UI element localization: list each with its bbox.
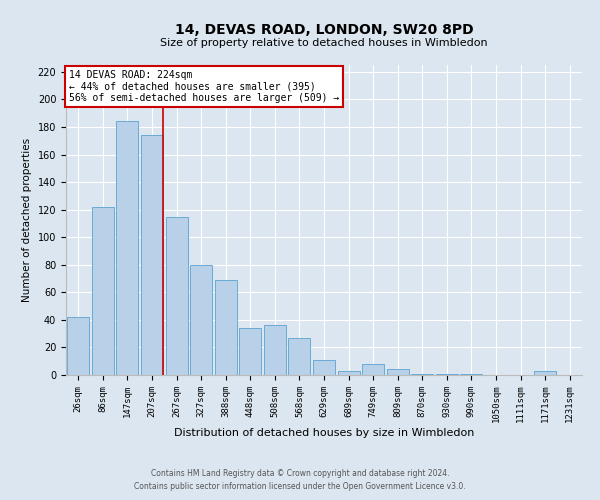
Bar [67, 317, 89, 375]
Bar [386, 370, 409, 375]
Bar [362, 364, 384, 375]
Text: Size of property relative to detached houses in Wimbledon: Size of property relative to detached ho… [160, 38, 488, 48]
Bar [190, 265, 212, 375]
Bar [460, 374, 482, 375]
Bar [411, 374, 433, 375]
Text: 14, DEVAS ROAD, LONDON, SW20 8PD: 14, DEVAS ROAD, LONDON, SW20 8PD [175, 22, 473, 36]
Bar [116, 122, 139, 375]
Bar [313, 360, 335, 375]
Text: 14 DEVAS ROAD: 224sqm
← 44% of detached houses are smaller (395)
56% of semi-det: 14 DEVAS ROAD: 224sqm ← 44% of detached … [68, 70, 339, 103]
Bar [264, 326, 286, 375]
Bar [166, 216, 188, 375]
Bar [534, 371, 556, 375]
Text: Contains public sector information licensed under the Open Government Licence v3: Contains public sector information licen… [134, 482, 466, 491]
X-axis label: Distribution of detached houses by size in Wimbledon: Distribution of detached houses by size … [174, 428, 474, 438]
Bar [92, 207, 114, 375]
Y-axis label: Number of detached properties: Number of detached properties [22, 138, 32, 302]
Bar [338, 371, 359, 375]
Text: Contains HM Land Registry data © Crown copyright and database right 2024.: Contains HM Land Registry data © Crown c… [151, 468, 449, 477]
Bar [289, 338, 310, 375]
Bar [215, 280, 237, 375]
Bar [239, 328, 262, 375]
Bar [436, 374, 458, 375]
Bar [141, 136, 163, 375]
